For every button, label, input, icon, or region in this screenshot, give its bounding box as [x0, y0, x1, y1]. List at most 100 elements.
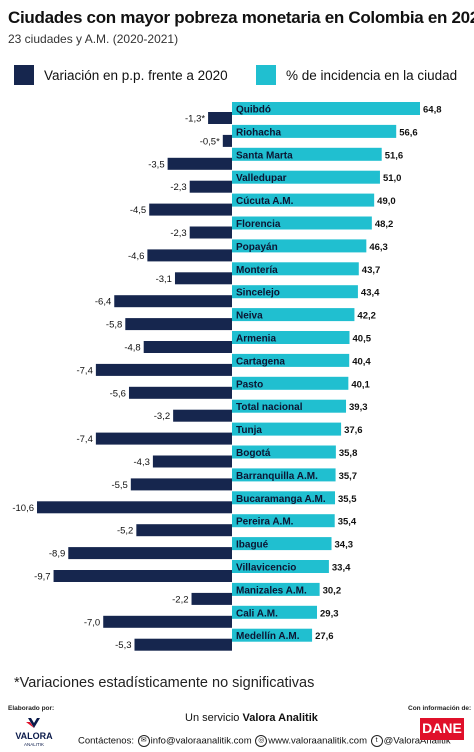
contact-handle[interactable]: @ValoraAnalitik [383, 735, 451, 747]
category-label: Villavicencio [236, 563, 296, 574]
incidence-bar [232, 376, 349, 390]
category-label: Cúcuta A.M. [236, 196, 294, 207]
variation-value-label: -1,3* [185, 114, 205, 125]
incidence-bar [232, 537, 332, 551]
service-brand: Valora Analitik [242, 712, 318, 724]
variation-bar [143, 341, 232, 353]
variation-bar [191, 592, 232, 605]
incidence-value-label: 40,5 [353, 334, 372, 345]
incidence-bar [232, 628, 313, 642]
incidence-value-label: 40,4 [352, 356, 371, 367]
variation-bar [53, 570, 232, 582]
category-label: Ibagué [236, 540, 269, 551]
legend-variation: Variación en p.p. frente a 2020 [14, 64, 228, 86]
legend-incidence-swatch [256, 65, 276, 85]
category-label: Popayán [236, 242, 278, 253]
legend-variation-swatch [14, 65, 34, 85]
dane-logo: DANE [420, 718, 464, 740]
variation-value-label: -0,5* [200, 136, 220, 147]
category-label: Barranquilla A.M. [236, 471, 318, 482]
service-line: Un servicio Valora Analitik [185, 712, 318, 724]
variation-bar [189, 226, 232, 239]
variation-value-label: -4,6 [128, 251, 144, 262]
incidence-value-label: 33,4 [332, 563, 351, 574]
incidence-value-label: 43,7 [362, 265, 381, 276]
incidence-bar [232, 445, 336, 459]
incidence-bar [232, 399, 347, 413]
valora-logo-text: VALORA [15, 731, 53, 741]
incidence-bar [232, 582, 320, 596]
variation-value-label: -2,2 [172, 594, 188, 605]
contact-web[interactable]: www.valoraanalitik.com [268, 735, 367, 747]
footnote: *Variaciones estadísticamente no signifi… [14, 675, 315, 691]
legend-incidence: % de incidencia en la ciudad [256, 64, 457, 86]
variation-bar [37, 501, 232, 514]
incidence-bar [232, 353, 350, 367]
incidence-bar [232, 216, 372, 230]
incidence-value-label: 35,4 [338, 517, 357, 528]
contact-label: Contáctenos: [78, 735, 134, 747]
incidence-bar [232, 468, 336, 482]
category-label: Cali A.M. [236, 608, 278, 619]
incidence-bar [232, 262, 359, 276]
variation-bar [208, 112, 232, 124]
incidence-value-label: 29,3 [320, 608, 339, 619]
category-label: Neiva [236, 311, 263, 322]
incidence-value-label: 40,1 [351, 379, 370, 390]
made-by-label: Elaborado por: [8, 705, 55, 712]
variation-bar [103, 615, 233, 628]
variation-value-label: -3,1 [156, 274, 172, 285]
category-label: Manizales A.M. [236, 585, 307, 596]
incidence-bar [232, 239, 367, 253]
variation-bar [149, 203, 232, 216]
legend-incidence-label: % de incidencia en la ciudad [286, 67, 458, 83]
valora-logo-sub: ANALITIK [24, 742, 44, 747]
info-by-label: Con información de: [408, 705, 472, 712]
incidence-value-label: 43,4 [361, 288, 380, 299]
twitter-icon: t [370, 735, 383, 747]
incidence-value-label: 37,6 [344, 425, 363, 436]
category-label: Bucaramanga A.M. [236, 494, 326, 505]
variation-bar [167, 157, 232, 170]
variation-bar [189, 180, 232, 193]
variation-value-label: -3,2 [154, 411, 170, 422]
valora-logo: VALORA ANALITIK [15, 718, 53, 747]
incidence-value-label: 46,3 [369, 242, 388, 253]
variation-value-label: -5,6 [110, 388, 126, 399]
variation-value-label: -4,5 [130, 205, 146, 216]
incidence-value-label: 48,2 [375, 219, 394, 230]
incidence-value-label: 51,6 [385, 150, 404, 161]
variation-bar [95, 363, 233, 376]
variation-value-label: -8,9 [49, 549, 65, 560]
incidence-value-label: 42,2 [357, 311, 376, 322]
variation-bar [222, 134, 232, 147]
category-label: Total nacional [236, 402, 303, 413]
variation-value-label: -3,5 [148, 159, 164, 170]
variation-value-label: -7,4 [76, 434, 92, 445]
variation-value-label: -5,5 [111, 480, 127, 491]
category-label: Bogotá [236, 448, 271, 459]
variation-bar [95, 432, 233, 445]
variation-value-label: -5,8 [106, 320, 122, 331]
incidence-value-label: 39,3 [349, 402, 368, 413]
variation-value-label: -6,4 [95, 297, 111, 308]
variation-value-label: -5,3 [115, 640, 131, 651]
variation-bar [173, 409, 232, 422]
variation-value-label: -7,0 [84, 617, 100, 628]
chart-title: Ciudades con mayor pobreza monetaria en … [8, 8, 474, 27]
variation-bar [125, 318, 232, 331]
incidence-bar [232, 605, 318, 619]
incidence-bar [232, 331, 350, 344]
contact-email[interactable]: info@valoraanalitik.com [150, 735, 252, 747]
contact-line: Contáctenos: ✉ info@valoraanalitik.com ◎ w… [78, 735, 451, 747]
variation-value-label: -2,3 [170, 182, 186, 193]
incidence-value-label: 64,8 [423, 105, 442, 116]
category-label: Armenia [236, 334, 276, 345]
incidence-value-label: 35,5 [338, 494, 357, 505]
variation-bar [128, 386, 232, 399]
incidence-bar [232, 170, 380, 184]
variation-bar [136, 524, 232, 537]
category-label: Pereira A.M. [236, 517, 294, 528]
category-label: Cartagena [236, 356, 285, 367]
incidence-bar [232, 514, 335, 528]
